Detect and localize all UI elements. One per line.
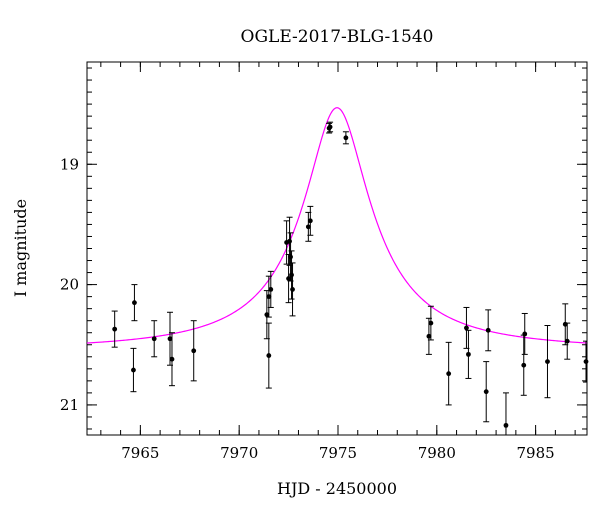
data-point: [503, 422, 509, 428]
x-tick-label: 7965: [121, 444, 159, 462]
x-tick-label: 7985: [517, 444, 555, 462]
data-point: [564, 338, 570, 344]
data-point: [264, 312, 270, 318]
data-point: [191, 348, 197, 354]
data-point: [343, 135, 349, 141]
y-tick-label: 21: [60, 396, 79, 414]
data-point: [268, 287, 274, 292]
x-tick-label: 7980: [418, 444, 456, 462]
x-tick-label: 7975: [319, 444, 357, 462]
data-point: [131, 367, 136, 373]
data-point: [466, 351, 471, 357]
y-tick-label: 19: [60, 155, 79, 173]
data-point: [266, 353, 272, 358]
data-point: [289, 272, 294, 278]
y-tick-label: 20: [60, 276, 79, 294]
chart-title: OGLE-2017-BLG-1540: [241, 27, 434, 47]
data-point: [169, 356, 175, 362]
data-point: [428, 320, 434, 326]
data-point: [266, 294, 272, 300]
x-axis-label: HJD - 2450000: [277, 479, 397, 498]
data-point: [521, 362, 527, 368]
data-point: [305, 224, 311, 230]
data-point: [583, 359, 589, 365]
data-point: [483, 389, 489, 395]
data-point: [132, 300, 137, 306]
y-axis-label: I magnitude: [11, 199, 30, 297]
data-point: [286, 276, 291, 281]
data-point: [545, 359, 550, 365]
data-point: [288, 254, 293, 260]
data-point: [327, 124, 333, 130]
data-point: [446, 371, 452, 377]
data-point: [287, 238, 292, 244]
data-point: [485, 327, 491, 333]
data-point: [464, 325, 469, 331]
data-point: [426, 333, 432, 339]
data-point: [112, 326, 118, 332]
data-point: [307, 218, 313, 224]
data-point: [167, 336, 173, 342]
model-curve: [86, 107, 588, 344]
data-point: [151, 336, 157, 342]
data-point: [290, 287, 295, 292]
plot-frame: [86, 61, 588, 436]
x-tick-label: 7970: [220, 444, 258, 462]
